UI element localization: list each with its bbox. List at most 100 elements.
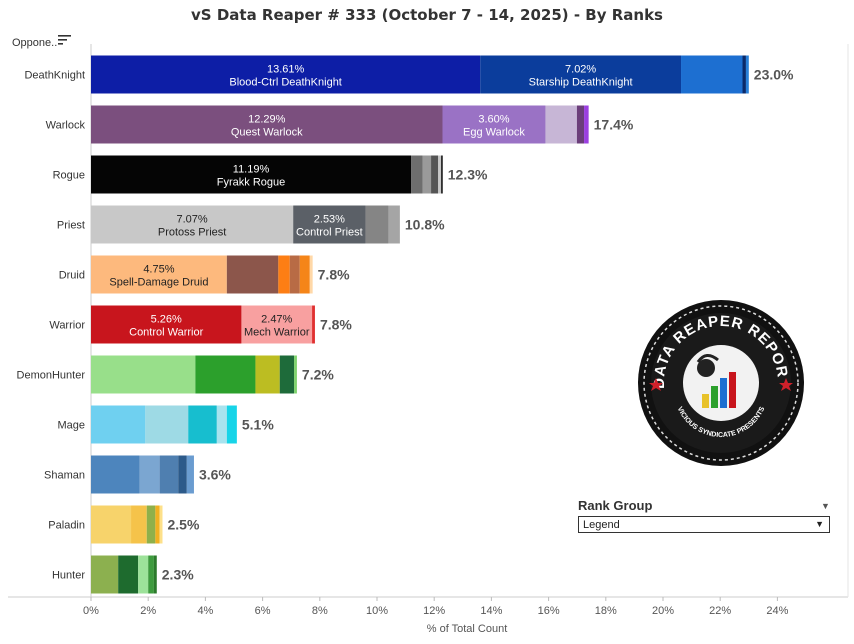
category-label: Warrior [49, 320, 85, 332]
x-tick-label: 16% [538, 605, 560, 617]
bar-segment [91, 105, 443, 144]
rank-group-collapse-icon[interactable]: ▼ [821, 501, 830, 511]
bar-segment [299, 255, 310, 294]
segment-value-label: 4.75% [143, 264, 174, 276]
sort-field-label[interactable]: Oppone.. [12, 37, 58, 49]
bar-segment [289, 255, 300, 294]
bar-segment [226, 255, 279, 294]
bar-segment [312, 305, 315, 344]
bar-segment [148, 555, 154, 594]
bar-segment [480, 55, 682, 94]
x-tick-label: 10% [366, 605, 388, 617]
category-label: DeathKnight [24, 70, 85, 82]
bar-segment [278, 255, 290, 294]
bar-segment [742, 55, 746, 94]
bar-segment [411, 155, 423, 194]
category-label: Paladin [48, 520, 85, 532]
bar-segment [545, 105, 577, 144]
x-tick-label: 12% [423, 605, 445, 617]
bar-segment [91, 155, 412, 194]
segment-value-label: 13.61% [267, 64, 305, 76]
x-tick-label: 22% [709, 605, 731, 617]
bar-segment [145, 405, 189, 444]
bar-segment [365, 205, 389, 244]
segment-name-label: Egg Warlock [463, 127, 525, 139]
segment-name-label: Fyrakk Rogue [217, 177, 285, 189]
row-total-label: 7.2% [302, 367, 334, 383]
bar-segment [91, 305, 242, 344]
x-tick-label: 20% [652, 605, 674, 617]
row-total-label: 2.3% [162, 567, 194, 583]
segment-name-label: Control Priest [296, 227, 363, 239]
segment-name-label: Mech Warrior [244, 327, 310, 339]
row-total-label: 7.8% [318, 267, 350, 283]
bar-segment [279, 355, 295, 394]
bar-segment [745, 55, 749, 94]
segment-name-label: Quest Warlock [231, 127, 303, 139]
x-tick-label: 0% [83, 605, 99, 617]
x-tick-label: 4% [197, 605, 213, 617]
bar-segment [255, 355, 280, 394]
bar-segment [442, 105, 546, 144]
x-tick-label: 6% [255, 605, 271, 617]
row-total-label: 23.0% [754, 67, 794, 83]
bar-segment [188, 405, 217, 444]
row-total-label: 10.8% [405, 217, 445, 233]
bar-segment [118, 555, 139, 594]
bar-segment [216, 405, 227, 444]
bar-segment [241, 305, 313, 344]
category-label: Mage [57, 420, 85, 432]
category-label: DemonHunter [17, 370, 86, 382]
bar-segment [431, 155, 439, 194]
row-total-label: 5.1% [242, 417, 274, 433]
bar-segment [139, 455, 160, 494]
row-total-label: 17.4% [594, 117, 634, 133]
x-tick-label: 14% [480, 605, 502, 617]
bar-segment [226, 405, 237, 444]
bar-segment [186, 455, 194, 494]
segment-name-label: Spell-Damage Druid [109, 277, 208, 289]
bar-segment [294, 355, 297, 394]
bar-segment [309, 255, 313, 294]
segment-name-label: Starship DeathKnight [529, 77, 633, 89]
bar-segment [146, 505, 156, 544]
row-total-label: 2.5% [168, 517, 200, 533]
row-total-label: 3.6% [199, 467, 231, 483]
bar-segment [576, 105, 585, 144]
category-label: Rogue [53, 170, 85, 182]
rank-group-value: Legend [583, 519, 620, 531]
bar-segment [159, 455, 179, 494]
row-total-label: 7.8% [320, 317, 352, 333]
segment-value-label: 5.26% [151, 314, 182, 326]
x-axis-title: % of Total Count [427, 623, 508, 635]
bar-segment [195, 355, 256, 394]
rank-group-select[interactable]: Legend ▼ [578, 516, 830, 533]
category-label: Hunter [52, 570, 85, 582]
bar-segment [91, 55, 481, 94]
segment-value-label: 12.29% [248, 114, 286, 126]
category-label: Warlock [46, 120, 86, 132]
category-label: Druid [59, 270, 85, 282]
bar-segment [91, 255, 227, 294]
rank-group-title: Rank Group [578, 498, 653, 513]
bar-segment [178, 455, 187, 494]
x-tick-label: 2% [140, 605, 156, 617]
sort-icon[interactable] [58, 34, 72, 46]
bar-segment [155, 505, 160, 544]
segment-value-label: 2.53% [314, 214, 345, 226]
bar-segment [388, 205, 400, 244]
category-label: Shaman [44, 470, 85, 482]
chart-title: vS Data Reaper # 333 (October 7 - 14, 20… [191, 6, 663, 24]
segment-value-label: 2.47% [261, 314, 292, 326]
bar-segment [422, 155, 432, 194]
bar-segment [438, 155, 442, 194]
bar-segment [681, 55, 743, 94]
bar-segment [293, 205, 366, 244]
bar-segment [153, 555, 157, 594]
dropdown-arrow-icon: ▼ [815, 519, 824, 529]
bar-segment [131, 505, 147, 544]
data-reaper-logo: DATA REAPER REPORT VICIOUS SYNDICATE PRE… [636, 298, 804, 466]
bar-segment [91, 505, 132, 544]
x-tick-label: 8% [312, 605, 328, 617]
